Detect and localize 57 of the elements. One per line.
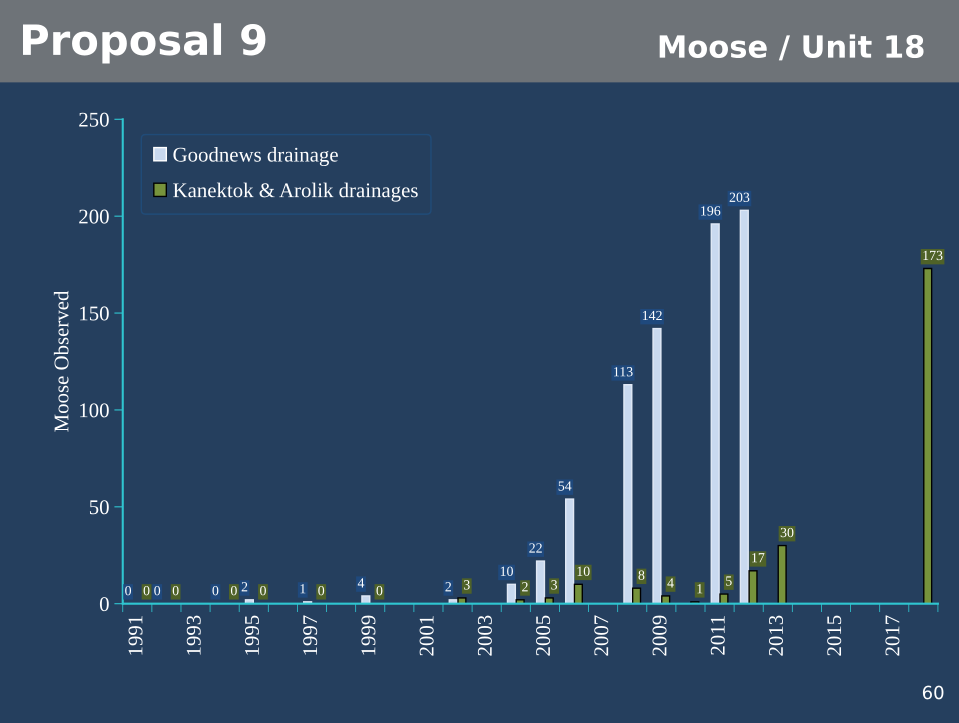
data-label: 30 bbox=[780, 528, 794, 538]
data-label: 0 bbox=[212, 586, 218, 596]
data-label: 2 bbox=[242, 582, 248, 592]
data-label: 113 bbox=[614, 367, 633, 376]
data-label: 10 bbox=[500, 566, 513, 576]
data-label: 142 bbox=[642, 310, 662, 320]
data-label: 1 bbox=[300, 584, 306, 594]
x-tick-label: 2005 bbox=[536, 616, 550, 656]
data-label: 3 bbox=[464, 580, 470, 590]
data-label: 0 bbox=[172, 586, 179, 596]
y-tick-label: 100 bbox=[80, 403, 109, 418]
data-label: 2 bbox=[445, 582, 452, 592]
data-label: 1 bbox=[697, 584, 702, 594]
x-tick-label: 2017 bbox=[885, 615, 900, 656]
data-label: 4 bbox=[667, 578, 674, 588]
data-label: 0 bbox=[318, 586, 324, 596]
chart-title: Proposal 9 bbox=[23, 23, 266, 64]
x-tick-label: 2003 bbox=[478, 616, 492, 656]
y-tick-label: 200 bbox=[79, 210, 109, 224]
x-tick-label: 1995 bbox=[244, 616, 259, 655]
data-label: 4 bbox=[358, 578, 364, 588]
x-tick-label: 2009 bbox=[652, 616, 667, 656]
y-axis-title: Moose Observed bbox=[54, 290, 69, 432]
data-label: 0 bbox=[376, 586, 382, 596]
x-tick-label: 2007 bbox=[594, 615, 608, 656]
data-label: 22 bbox=[529, 543, 542, 553]
legend-label: Goodnews drainage bbox=[173, 147, 338, 166]
data-label: 54 bbox=[558, 481, 572, 491]
x-tick-label: 1997 bbox=[303, 615, 318, 655]
data-label: 203 bbox=[730, 192, 750, 202]
x-tick-label: 2013 bbox=[768, 616, 783, 656]
data-label: 2 bbox=[522, 582, 528, 592]
data-label: 8 bbox=[638, 570, 644, 580]
data-label: 0 bbox=[154, 586, 160, 596]
data-label: 5 bbox=[726, 576, 732, 586]
x-tick-label: 2001 bbox=[420, 616, 434, 656]
x-tick-label: 2015 bbox=[827, 616, 842, 656]
text: 60 bbox=[922, 686, 944, 700]
y-tick-label: 250 bbox=[79, 112, 109, 127]
x-tick-label: 1999 bbox=[361, 616, 376, 655]
data-label: 173 bbox=[923, 250, 942, 260]
x-tick-label: 1991 bbox=[128, 616, 143, 655]
data-label: 0 bbox=[260, 586, 266, 596]
y-tick-label: 150 bbox=[80, 306, 109, 320]
data-label: 10 bbox=[578, 566, 590, 576]
data-label: 3 bbox=[551, 580, 558, 590]
data-label: 0 bbox=[144, 586, 150, 596]
legend-label: Kanektok & Arolik drainages bbox=[173, 182, 418, 202]
chart-subtitle: Moose / Unit 18 bbox=[660, 34, 924, 60]
data-label: 196 bbox=[701, 206, 720, 216]
x-tick-label: 1993 bbox=[186, 616, 201, 655]
data-label: 0 bbox=[230, 586, 237, 596]
data-label: 0 bbox=[125, 586, 132, 596]
y-tick-label: 0 bbox=[100, 597, 109, 612]
x-tick-label: 2011 bbox=[710, 616, 725, 655]
data-label: 17 bbox=[752, 553, 764, 562]
y-tick-label: 50 bbox=[90, 500, 109, 514]
